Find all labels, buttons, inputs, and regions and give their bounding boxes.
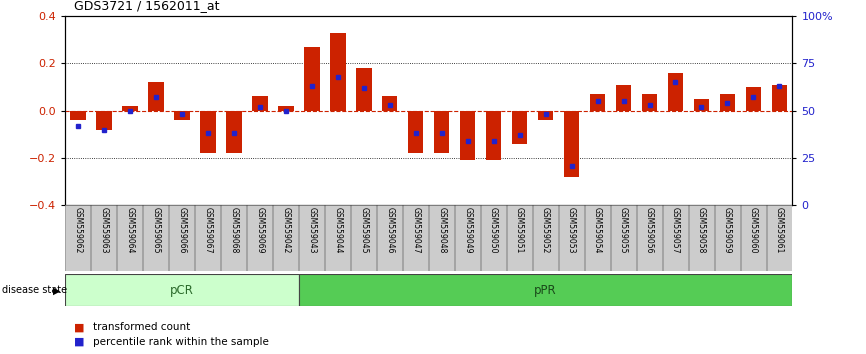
Bar [222,205,246,271]
Bar [356,68,372,111]
Bar [170,205,194,271]
Bar [300,205,324,271]
Text: GSM559057: GSM559057 [671,207,680,254]
Bar [304,47,320,111]
Bar [299,274,792,306]
Bar [746,87,761,111]
Bar [694,99,709,111]
Bar [456,205,480,271]
Bar [460,111,475,160]
Bar [538,111,553,120]
Bar [559,205,584,271]
Text: GSM559059: GSM559059 [723,207,732,254]
Text: disease state: disease state [2,285,67,295]
Bar [533,205,558,271]
Text: GSM559064: GSM559064 [126,207,134,254]
Text: percentile rank within the sample: percentile rank within the sample [93,337,268,347]
Text: GSM559053: GSM559053 [567,207,576,254]
Text: GSM559051: GSM559051 [515,207,524,254]
Bar [326,205,350,271]
Bar [720,94,735,111]
Bar [378,205,402,271]
Bar [248,205,272,271]
Bar [637,205,662,271]
Bar [278,106,294,111]
Text: GSM559049: GSM559049 [463,207,472,254]
Bar [715,205,740,271]
Bar [585,205,610,271]
Bar [481,205,506,271]
Bar [486,111,501,160]
Bar [144,205,168,271]
Bar [590,94,605,111]
Text: GSM559065: GSM559065 [152,207,160,254]
Text: GSM559044: GSM559044 [333,207,342,254]
Text: GSM559062: GSM559062 [74,207,82,254]
Bar [66,205,90,271]
Bar [663,205,688,271]
Text: GSM559069: GSM559069 [255,207,264,254]
Text: GSM559042: GSM559042 [281,207,290,254]
Bar [507,205,532,271]
Text: GSM559058: GSM559058 [697,207,706,254]
Text: GSM559061: GSM559061 [775,207,784,254]
Bar [611,205,636,271]
Bar [668,73,683,111]
Bar [404,205,428,271]
Text: GSM559056: GSM559056 [645,207,654,254]
Bar [200,111,216,153]
Text: GSM559048: GSM559048 [437,207,446,254]
Text: ▶: ▶ [53,285,61,295]
Bar [434,111,449,153]
Text: GSM559063: GSM559063 [100,207,108,254]
Bar [352,205,376,271]
Text: GSM559068: GSM559068 [229,207,238,254]
Text: pCR: pCR [170,284,194,297]
Bar [148,82,164,111]
Text: pPR: pPR [534,284,557,297]
Bar [122,106,138,111]
Bar [689,205,714,271]
Text: GSM559067: GSM559067 [204,207,212,254]
Bar [382,96,397,111]
Text: GSM559047: GSM559047 [411,207,420,254]
Bar [330,33,346,111]
Text: transformed count: transformed count [93,322,190,332]
Bar [196,205,220,271]
Text: GDS3721 / 1562011_at: GDS3721 / 1562011_at [74,0,219,12]
Bar [430,205,454,271]
Text: GSM559045: GSM559045 [359,207,368,254]
Bar [70,111,86,120]
Bar [616,85,631,111]
Bar [767,205,792,271]
Text: GSM559050: GSM559050 [489,207,498,254]
Bar [274,205,298,271]
Text: GSM559054: GSM559054 [593,207,602,254]
Text: ■: ■ [74,337,84,347]
Text: GSM559052: GSM559052 [541,207,550,254]
Bar [226,111,242,153]
Bar [65,274,299,306]
Text: GSM559066: GSM559066 [178,207,186,254]
Bar [642,94,657,111]
Text: GSM559046: GSM559046 [385,207,394,254]
Text: GSM559055: GSM559055 [619,207,628,254]
Bar [408,111,423,153]
Text: GSM559043: GSM559043 [307,207,316,254]
Bar [96,111,112,130]
Text: GSM559060: GSM559060 [749,207,758,254]
Bar [564,111,579,177]
Bar [174,111,190,120]
Bar [772,85,787,111]
Bar [118,205,142,271]
Bar [741,205,766,271]
Bar [512,111,527,144]
Text: ■: ■ [74,322,84,332]
Bar [92,205,116,271]
Bar [252,96,268,111]
